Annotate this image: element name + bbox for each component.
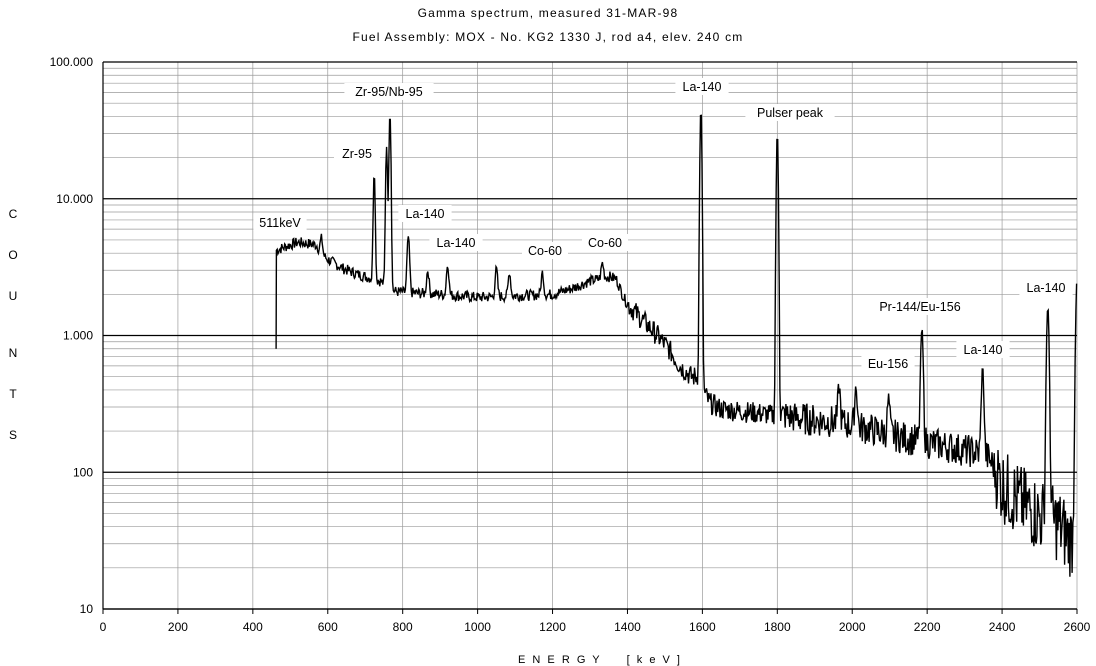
x-tick-label: 400 <box>243 620 263 634</box>
chart-subtitle: Fuel Assembly: MOX - No. KG2 1330 J, rod… <box>352 30 744 44</box>
peak-annotation: La-140 <box>437 236 476 250</box>
y-tick-label: 10 <box>80 602 94 616</box>
y-axis-label-letter: N <box>8 346 18 360</box>
y-axis-label-letter: C <box>8 207 18 221</box>
x-tick-label: 600 <box>318 620 338 634</box>
peak-annotation: 511keV <box>259 216 301 230</box>
x-tick-label: 1200 <box>539 620 566 634</box>
annotation-box <box>745 104 835 121</box>
x-tick-label: 800 <box>393 620 413 634</box>
peak-annotation: Zr-95/Nb-95 <box>355 85 422 99</box>
annotation-box <box>956 341 1010 358</box>
annotation-box <box>334 145 380 162</box>
x-tick-label: 1000 <box>464 620 491 634</box>
annotation-box <box>1019 279 1073 296</box>
y-tick-label: 100 <box>73 465 93 479</box>
annotation-box <box>253 214 307 231</box>
annotation-box <box>429 234 483 251</box>
annotation-box <box>868 298 972 315</box>
y-axis-label-letter: U <box>8 289 18 303</box>
annotation-box <box>398 205 452 222</box>
y-tick-label: 1.000 <box>63 329 93 343</box>
annotation-box <box>344 83 434 100</box>
y-axis-label-letter: S <box>8 428 17 442</box>
peak-annotation: Co-60 <box>528 244 562 258</box>
x-axis-label: E N E R G Y [ k e V ] <box>518 654 682 666</box>
peak-annotation: Zr-95 <box>342 147 372 161</box>
peak-annotation: Pulser peak <box>757 106 824 120</box>
x-tick-label: 0 <box>100 620 107 634</box>
y-tick-label: 100.000 <box>50 55 94 69</box>
y-axis-label-letter: O <box>8 248 18 262</box>
x-tick-label: 2200 <box>914 620 941 634</box>
x-tick-label: 200 <box>168 620 188 634</box>
annotation-box <box>675 78 729 95</box>
annotation-box <box>522 242 568 259</box>
x-tick-label: 1400 <box>614 620 641 634</box>
peak-annotation: Co-60 <box>588 236 622 250</box>
peak-annotation: La-140 <box>406 207 445 221</box>
peak-annotation: La-140 <box>1027 281 1066 295</box>
peak-annotation: Pr-144/Eu-156 <box>879 300 960 314</box>
peak-annotation: Eu-156 <box>868 357 908 371</box>
spectrum-line <box>275 114 1078 577</box>
annotation-box <box>861 355 915 372</box>
y-tick-label: 10.000 <box>56 192 93 206</box>
x-tick-label: 2000 <box>839 620 866 634</box>
x-tick-label: 2400 <box>989 620 1016 634</box>
x-tick-label: 2600 <box>1064 620 1091 634</box>
x-tick-label: 1600 <box>689 620 716 634</box>
chart-title: Gamma spectrum, measured 31-MAR-98 <box>417 6 679 20</box>
y-axis-label-letter: T <box>9 387 17 401</box>
annotation-box <box>582 234 628 251</box>
x-tick-label: 1800 <box>764 620 791 634</box>
peak-annotation: La-140 <box>683 80 722 94</box>
peak-annotation: La-140 <box>964 343 1003 357</box>
